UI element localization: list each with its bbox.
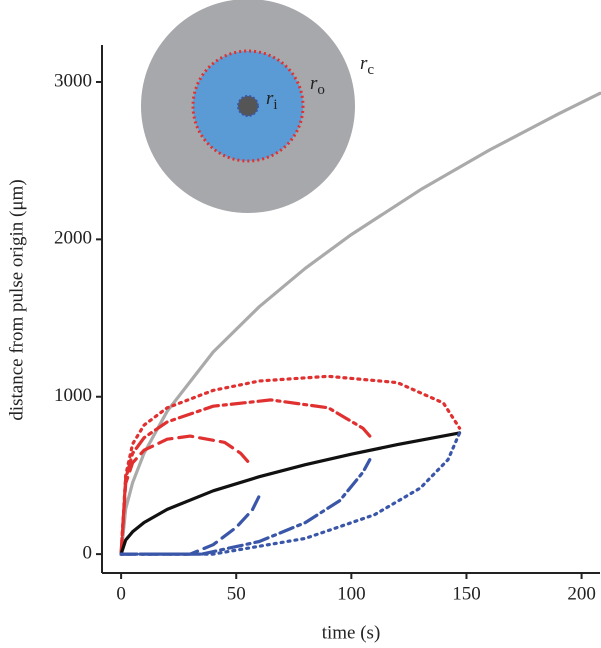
- series-line: [119, 434, 250, 556]
- x-tick-label: 150: [452, 583, 481, 604]
- y-tick-label: 1000: [54, 385, 92, 406]
- y-tick-label: 3000: [54, 70, 92, 91]
- x-tick-label: 50: [227, 583, 246, 604]
- y-tick-label: 2000: [54, 228, 92, 249]
- series-line: [119, 431, 462, 556]
- series-line: [119, 91, 601, 556]
- x-tick-label: 0: [116, 583, 126, 604]
- inset-label: ri: [266, 88, 278, 113]
- series-line: [119, 431, 462, 556]
- label-subscript: o: [317, 82, 325, 98]
- inset-label: ro: [310, 73, 325, 98]
- label-subscript: c: [367, 62, 374, 78]
- x-tick-label: 200: [567, 583, 596, 604]
- inset-label: rc: [360, 53, 374, 78]
- series-line: [119, 458, 372, 556]
- inner-circle: [237, 95, 259, 117]
- y-axis-label: distance from pulse origin (μm): [6, 179, 27, 420]
- series-line: [119, 398, 372, 556]
- y-tick-label: 0: [83, 542, 93, 563]
- label-subscript: i: [273, 97, 277, 113]
- series-line: [119, 374, 462, 556]
- x-tick-label: 100: [337, 583, 366, 604]
- label-symbol: r: [266, 88, 274, 109]
- x-axis-label: time (s): [322, 622, 381, 643]
- label-symbol: r: [360, 53, 368, 74]
- label-symbol: r: [310, 73, 318, 94]
- inset-diagram: [141, 0, 355, 213]
